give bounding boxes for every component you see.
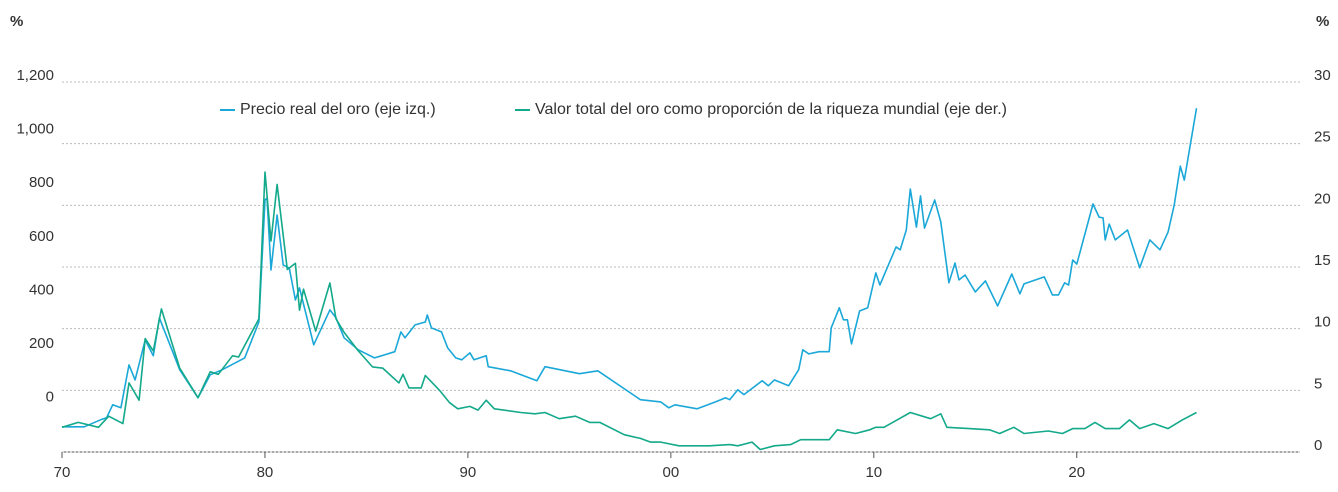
y2-tick-label: 10 — [1314, 314, 1331, 331]
series-line — [61, 171, 1197, 451]
y-tick-label: 1,000 — [16, 121, 54, 138]
y2-tick-label: 30 — [1314, 67, 1331, 84]
y-unit: % — [10, 13, 23, 30]
y2-tick-label: 0 — [1314, 437, 1322, 454]
legend-label: Valor total del oro como proporción de l… — [535, 101, 1007, 118]
x-tick-label: 80 — [257, 464, 274, 481]
y-tick-label: 200 — [29, 335, 54, 352]
y-tick-label: 600 — [29, 228, 54, 245]
y2-tick-label: 15 — [1314, 252, 1331, 269]
x-tick-label: 00 — [663, 464, 680, 481]
y-tick-label: 0 — [46, 389, 54, 406]
y-tick-label: 1,200 — [16, 67, 54, 84]
y2-tick-label: 5 — [1314, 375, 1322, 392]
y2-tick-label: 20 — [1314, 190, 1331, 207]
x-tick-label: 70 — [54, 464, 71, 481]
legend-label: Precio real del oro (eje izq.) — [240, 101, 436, 118]
x-tick-label: 20 — [1068, 464, 1085, 481]
series-line — [62, 108, 1198, 428]
y-tick-label: 400 — [29, 281, 54, 298]
y2-tick-label: 25 — [1314, 129, 1331, 146]
x-tick-label: 90 — [460, 464, 477, 481]
x-tick-label: 10 — [865, 464, 882, 481]
y2-unit: % — [1316, 13, 1329, 30]
y-tick-label: 800 — [29, 174, 54, 191]
